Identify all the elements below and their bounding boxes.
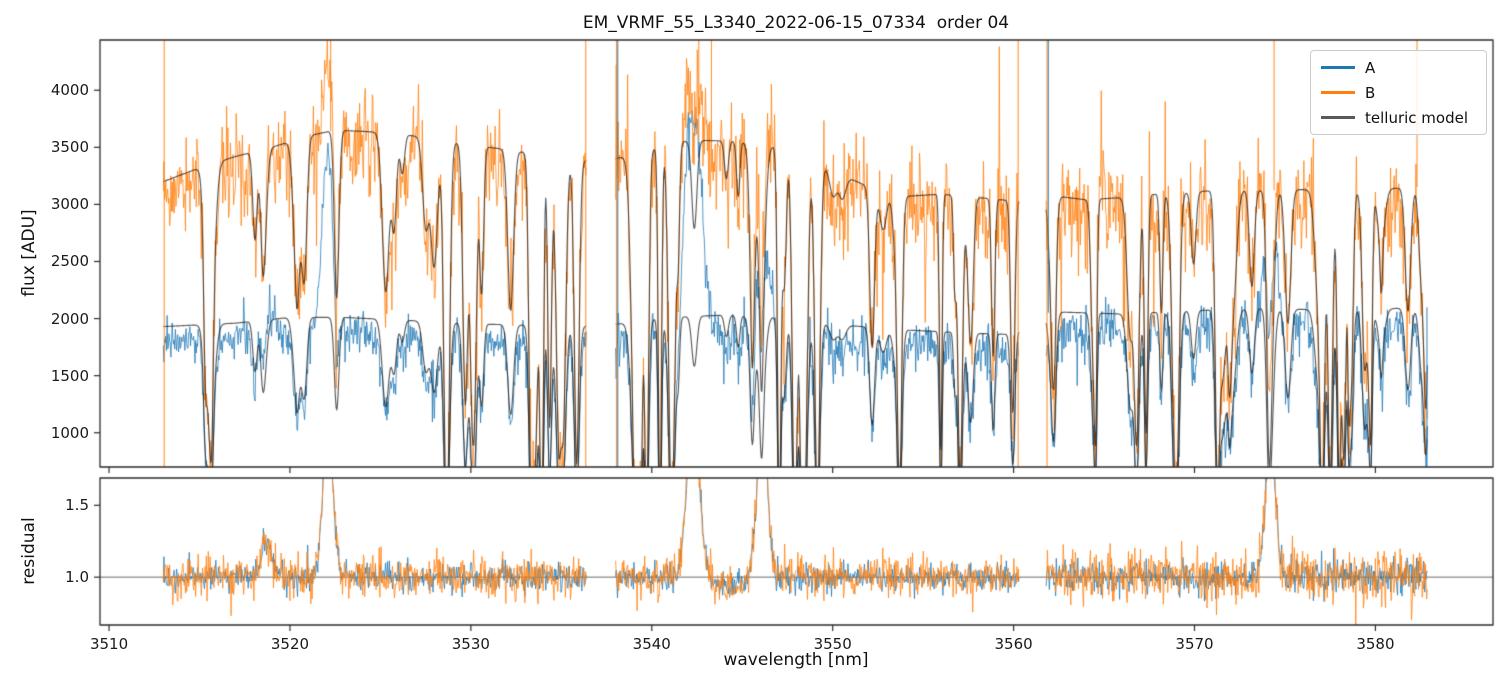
x-tick-label: 3550	[813, 635, 852, 653]
residual-tick-label: 1.0	[65, 568, 89, 587]
flux-tick-label: 2000	[50, 309, 89, 328]
flux-tick-label: 3500	[50, 138, 89, 157]
x-tick-label: 3530	[451, 635, 490, 653]
flux-tick-label: 3000	[50, 195, 89, 214]
legend-item-a: A	[1311, 59, 1486, 77]
legend-label-telluric: telluric model	[1365, 108, 1469, 127]
flux-tick-label: 2500	[50, 252, 89, 271]
x-tick-label: 3520	[270, 635, 310, 653]
x-tick-label: 3560	[994, 635, 1033, 653]
legend-swatch-b-icon	[1321, 91, 1355, 94]
legend-item-b: B	[1311, 84, 1486, 102]
legend-label-b: B	[1365, 83, 1376, 102]
x-axis-label: wavelength [nm]	[723, 650, 869, 670]
x-tick-label: 3580	[1356, 635, 1395, 653]
legend-swatch-a-icon	[1321, 66, 1355, 69]
flux-axis-label: flux [ADU]	[19, 209, 39, 297]
legend-item-telluric: telluric model	[1311, 109, 1486, 127]
chart-title: EM_VRMF_55_L3340_2022-06-15_07334 order …	[582, 13, 1010, 33]
residual-axis-label: residual	[19, 517, 39, 585]
legend-label-a: A	[1365, 58, 1376, 77]
x-tick-label: 3540	[632, 635, 671, 653]
flux-tick-label: 4000	[50, 81, 89, 100]
x-tick-label: 3510	[89, 635, 129, 653]
legend: A B telluric model	[1310, 50, 1487, 135]
x-tick-label: 3570	[1175, 635, 1214, 653]
legend-swatch-telluric-icon	[1321, 116, 1355, 119]
flux-tick-label: 1500	[50, 366, 89, 385]
residual-tick-label: 1.5	[65, 496, 89, 515]
flux-tick-label: 1000	[50, 423, 89, 442]
